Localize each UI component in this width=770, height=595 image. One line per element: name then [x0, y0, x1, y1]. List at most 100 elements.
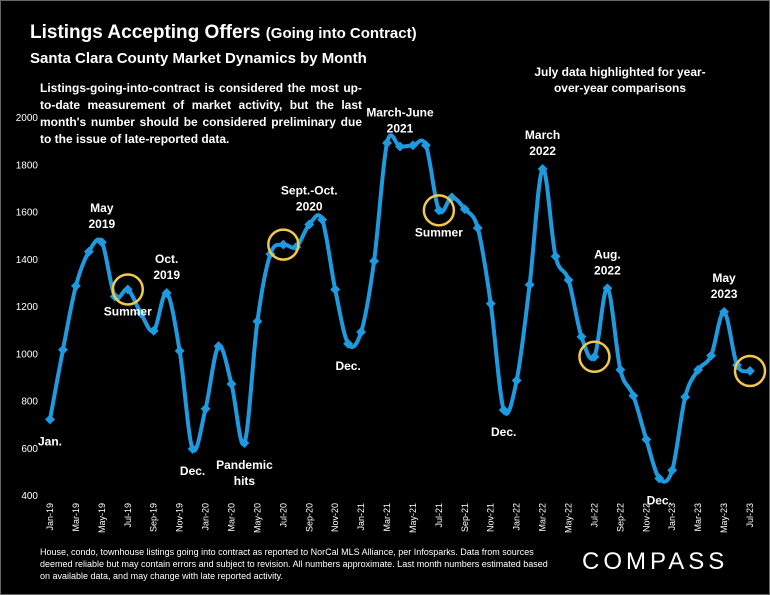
x-tick-label: Nov-21 — [486, 503, 496, 532]
annotation-label: March-June 2021 — [366, 106, 434, 136]
x-tick-label: Jul-19 — [123, 503, 133, 528]
data-point — [511, 375, 522, 386]
x-tick-label: Mar-19 — [71, 503, 81, 532]
annotation-label: Jan. — [38, 434, 62, 448]
annotation-label: May 2023 — [711, 271, 738, 301]
annotation-label: May 2019 — [89, 201, 116, 231]
x-tick-label: Jan-19 — [45, 503, 55, 531]
x-tick-label: Nov-22 — [641, 503, 651, 532]
x-tick-label: Jul-20 — [278, 503, 288, 528]
data-point — [252, 316, 263, 327]
data-point — [641, 434, 652, 445]
y-tick-label: 2000 — [16, 113, 39, 124]
data-point — [459, 204, 470, 215]
x-tick-label: Mar-20 — [226, 503, 236, 532]
data-point — [226, 379, 237, 389]
july-highlight-note: July data highlighted for year-over-year… — [534, 65, 706, 95]
x-tick-label: Mar-22 — [538, 503, 548, 532]
annotation-label: Summer — [415, 225, 463, 239]
data-point — [83, 246, 94, 257]
data-point — [433, 205, 444, 216]
x-tick-label: May-21 — [408, 503, 418, 533]
data-point — [706, 350, 717, 361]
data-point — [472, 223, 483, 233]
data-point — [330, 284, 341, 295]
y-tick-label: 1200 — [16, 302, 39, 313]
data-point — [369, 256, 380, 267]
y-tick-label: 800 — [21, 397, 38, 408]
annotation-label: Dec. — [335, 359, 360, 373]
source-footnote: House, condo, townhouse listings going i… — [40, 547, 548, 581]
x-tick-label: Sep-19 — [149, 503, 159, 532]
annotation-label: Summer — [104, 304, 152, 318]
annotation-label: Aug. 2022 — [594, 247, 621, 277]
data-point — [239, 438, 250, 448]
annotation-label: Sept.-Oct. 2020 — [281, 183, 338, 213]
data-point — [213, 341, 224, 352]
x-tick-label: Jul-22 — [589, 503, 599, 528]
data-point — [395, 141, 405, 152]
july-highlight-circle — [578, 340, 611, 374]
x-tick-label: Jan-23 — [667, 503, 677, 531]
y-tick-label: 1600 — [16, 208, 39, 219]
data-point — [563, 275, 574, 285]
data-point — [200, 403, 211, 414]
x-tick-label: May-19 — [97, 503, 107, 533]
annotation-label: Oct. 2019 — [153, 252, 180, 282]
annotation-label: Pandemic hits — [216, 458, 273, 488]
x-tick-label: May-23 — [719, 503, 729, 533]
data-point — [589, 351, 600, 362]
data-point — [693, 364, 704, 375]
y-tick-label: 1800 — [16, 160, 39, 171]
data-point — [343, 338, 354, 349]
data-point — [680, 392, 691, 402]
data-point — [667, 465, 678, 476]
chart-subtitle: Santa Clara County Market Dynamics by Mo… — [30, 50, 367, 67]
y-tick-label: 1400 — [16, 255, 39, 266]
x-tick-label: Jan-22 — [512, 503, 522, 531]
x-axis: Jan-19 Mar-19 May-19 Jul-19 Sep-19 Nov-19 Jan-… — [45, 503, 755, 533]
chart-title-parenthetical: (Going into Contract) — [265, 25, 417, 42]
data-point — [719, 306, 730, 317]
data-point — [382, 138, 392, 148]
data-point — [550, 251, 561, 262]
data-point — [602, 283, 613, 294]
july-highlight-circle — [111, 273, 145, 306]
compass-logo: COMPASS — [582, 548, 729, 575]
data-point — [148, 325, 159, 336]
july-highlight-circle — [733, 354, 767, 388]
x-tick-label: Jan-20 — [201, 503, 211, 531]
data-point — [524, 279, 535, 290]
x-tick-label: May-22 — [564, 503, 574, 533]
data-point — [628, 390, 639, 401]
data-point — [485, 298, 496, 309]
data-point — [654, 473, 665, 484]
x-tick-label: Sep-20 — [304, 503, 314, 532]
data-point — [356, 327, 367, 337]
x-tick-label: Jul-23 — [745, 503, 755, 528]
x-tick-label: Jan-21 — [356, 503, 366, 531]
x-tick-label: Mar-21 — [382, 503, 392, 532]
data-point — [187, 443, 198, 454]
data-point — [615, 364, 626, 375]
july-highlights — [111, 194, 767, 388]
x-tick-label: Mar-23 — [693, 503, 703, 532]
y-tick-label: 600 — [21, 444, 38, 455]
y-tick-label: 1000 — [16, 349, 39, 360]
data-point — [278, 239, 289, 250]
data-point — [58, 344, 68, 355]
annotations: Jan. May 2019 Summer Oct. 2019 Dec. Pandemic hit… — [38, 106, 738, 508]
x-tick-label: Nov-19 — [175, 503, 185, 532]
data-point — [135, 308, 146, 319]
data-point — [745, 366, 755, 376]
data-point — [304, 219, 315, 230]
data-point — [45, 414, 55, 425]
data-point — [576, 331, 587, 342]
x-tick-label: Sep-21 — [460, 503, 470, 532]
data-point — [408, 140, 418, 151]
july-highlight-circle — [267, 228, 300, 261]
data-point — [537, 164, 548, 174]
july-highlight-circle — [422, 194, 456, 227]
methodology-note: Listings-going-into-contract is consider… — [40, 81, 362, 146]
